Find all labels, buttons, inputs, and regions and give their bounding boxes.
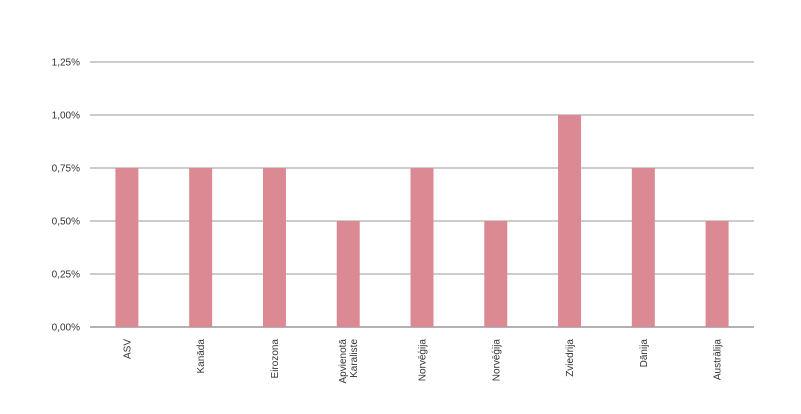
x-tick-label-line: Karaliste — [349, 339, 360, 378]
x-tick-label-line: Dānija — [639, 339, 650, 368]
y-tick-label: 0,00% — [52, 323, 80, 334]
y-tick-label: 1,00% — [52, 111, 80, 122]
y-tick-label: 0,75% — [52, 164, 80, 175]
bars — [115, 115, 729, 327]
y-tick-label: 1,25% — [52, 58, 80, 69]
bar — [631, 168, 655, 327]
x-tick-label-line: ASV — [122, 339, 133, 359]
x-tick-label: Zviedrija — [565, 339, 576, 377]
x-tick-label: Eirozona — [270, 339, 281, 379]
bar — [558, 115, 582, 327]
bar — [115, 168, 139, 327]
bar — [705, 221, 729, 327]
y-axis: 0,00% 0,25% 0,50% 0,75% 1,00% 1,25% — [52, 58, 80, 334]
x-tick-label-line: Apvienotā — [338, 339, 349, 384]
x-tick-label: Norvēģija — [489, 339, 502, 382]
bar — [336, 221, 360, 327]
y-tick-label: 0,50% — [52, 217, 80, 228]
bar — [410, 168, 434, 327]
bar — [189, 168, 213, 327]
x-tick-label-line: Norvēģija — [416, 339, 429, 382]
x-tick-label-line: Austrālija — [713, 339, 724, 381]
bar — [484, 221, 508, 327]
y-tick-label: 0,25% — [52, 270, 80, 281]
x-axis: ASV Kanāda Eirozona Apvienotā Karaliste Norvē… — [122, 339, 723, 384]
x-tick-label: Norvēģija — [416, 339, 429, 382]
x-tick-label-line: Norvēģija — [489, 339, 502, 382]
x-tick-label: Austrālija — [713, 339, 724, 381]
x-tick-label-line: Zviedrija — [565, 339, 576, 377]
x-tick-label: ASV — [122, 339, 133, 359]
x-tick-label: Kanāda — [196, 339, 207, 374]
x-tick-label-line: Kanāda — [196, 339, 207, 374]
x-tick-label: Dānija — [639, 339, 650, 368]
x-tick-label: Apvienotā Karaliste — [338, 339, 360, 384]
bar — [262, 168, 286, 327]
x-tick-label-line: Eirozona — [270, 339, 281, 379]
